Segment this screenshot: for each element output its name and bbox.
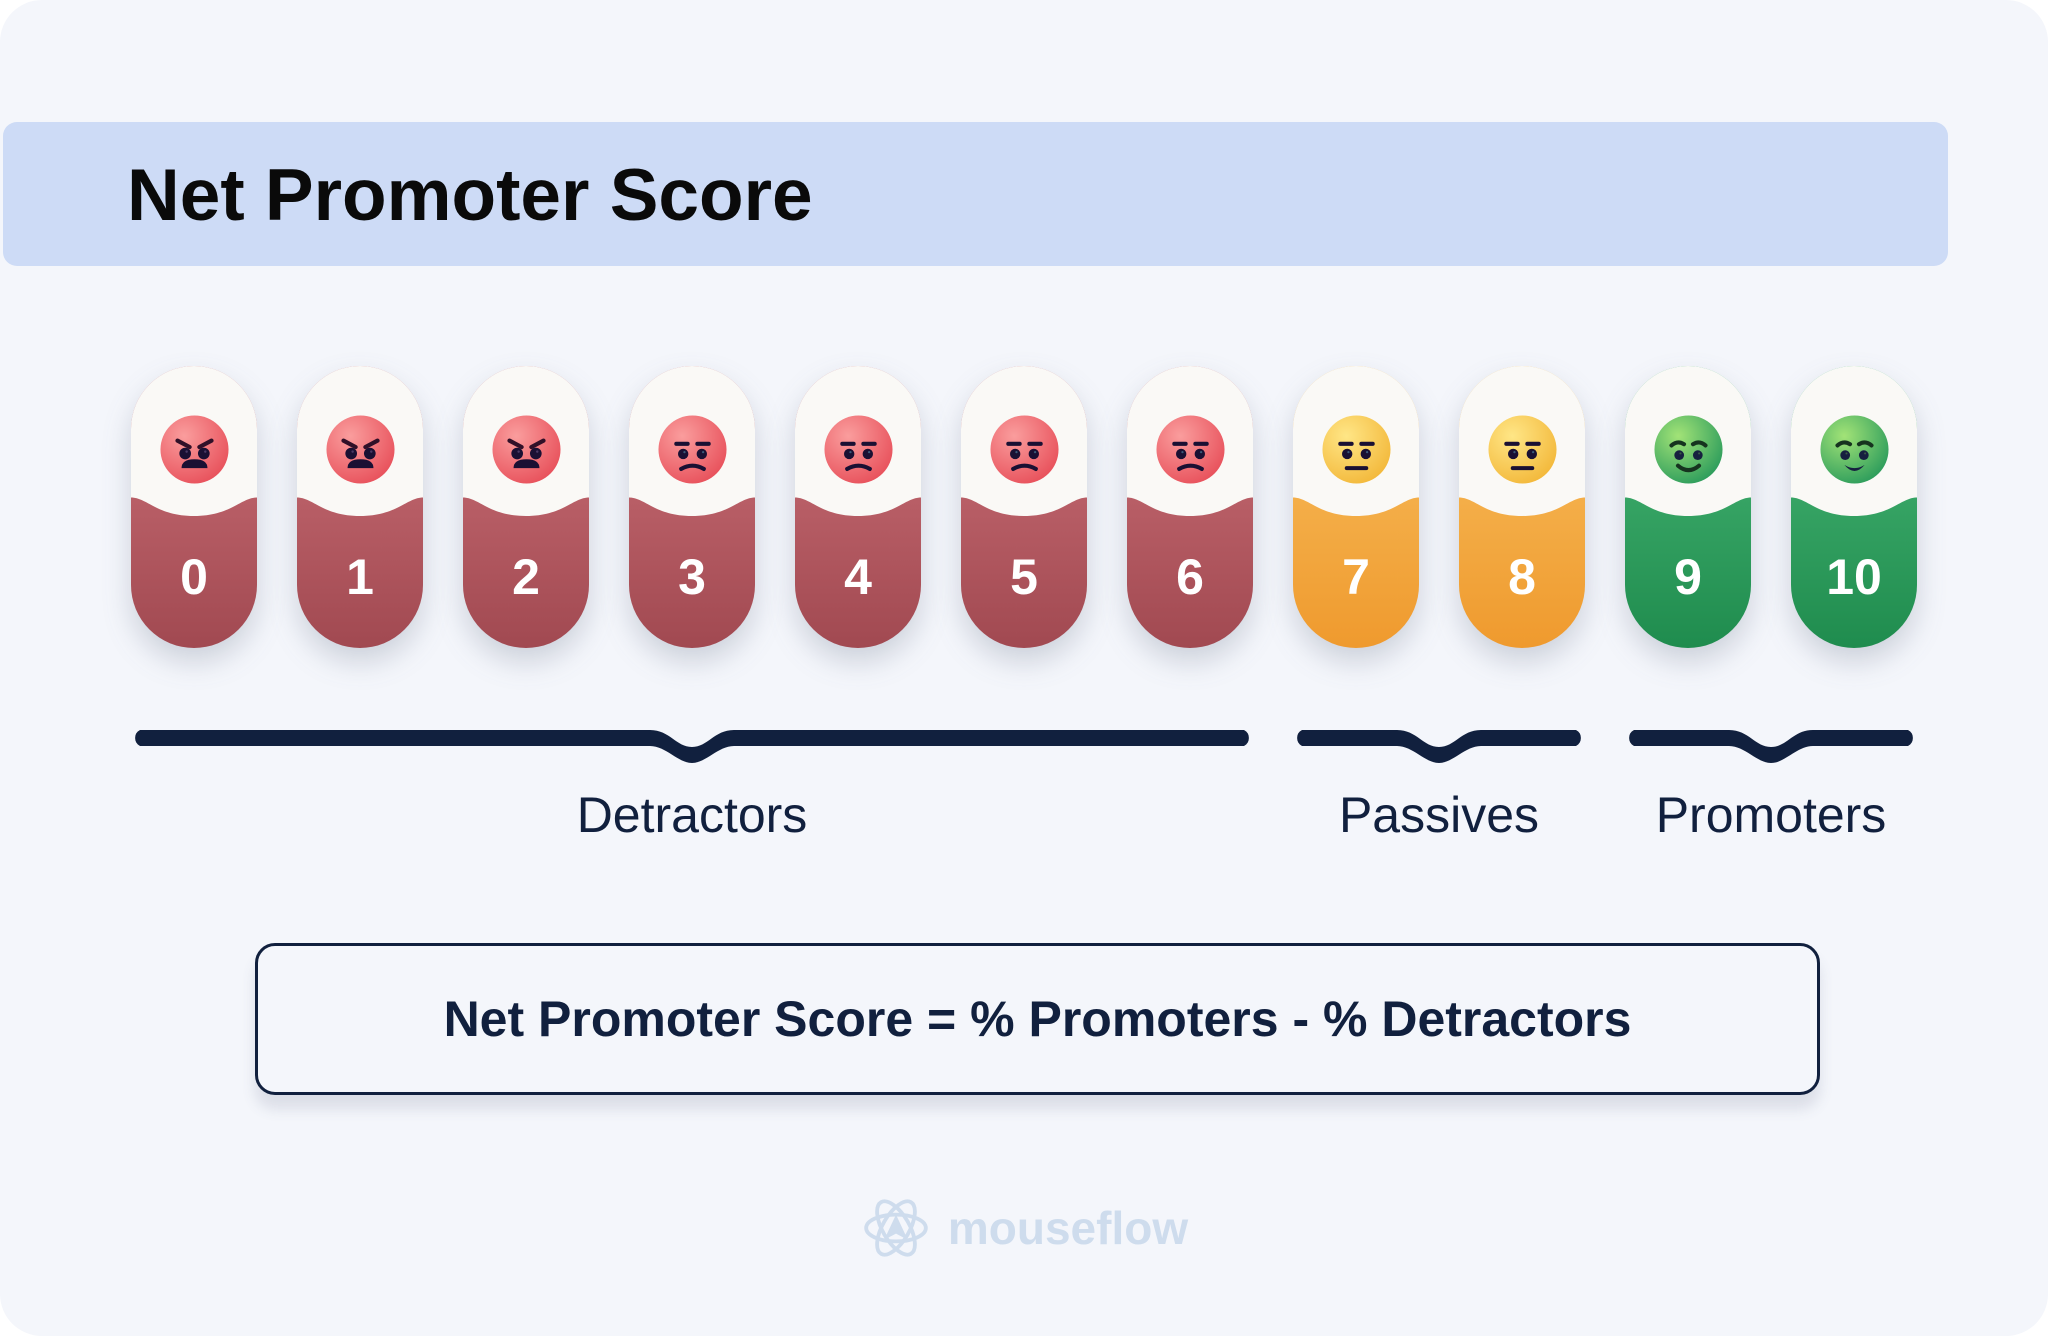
svg-text:0: 0 — [180, 549, 208, 605]
svg-text:5: 5 — [1010, 549, 1038, 605]
svg-text:6: 6 — [1176, 549, 1204, 605]
svg-text:7: 7 — [1342, 549, 1370, 605]
svg-text:3: 3 — [678, 549, 706, 605]
svg-text:4: 4 — [844, 549, 872, 605]
svg-text:2: 2 — [512, 549, 540, 605]
svg-text:8: 8 — [1508, 549, 1536, 605]
svg-text:10: 10 — [1826, 549, 1882, 605]
svg-text:9: 9 — [1674, 549, 1702, 605]
svg-text:1: 1 — [346, 549, 374, 605]
